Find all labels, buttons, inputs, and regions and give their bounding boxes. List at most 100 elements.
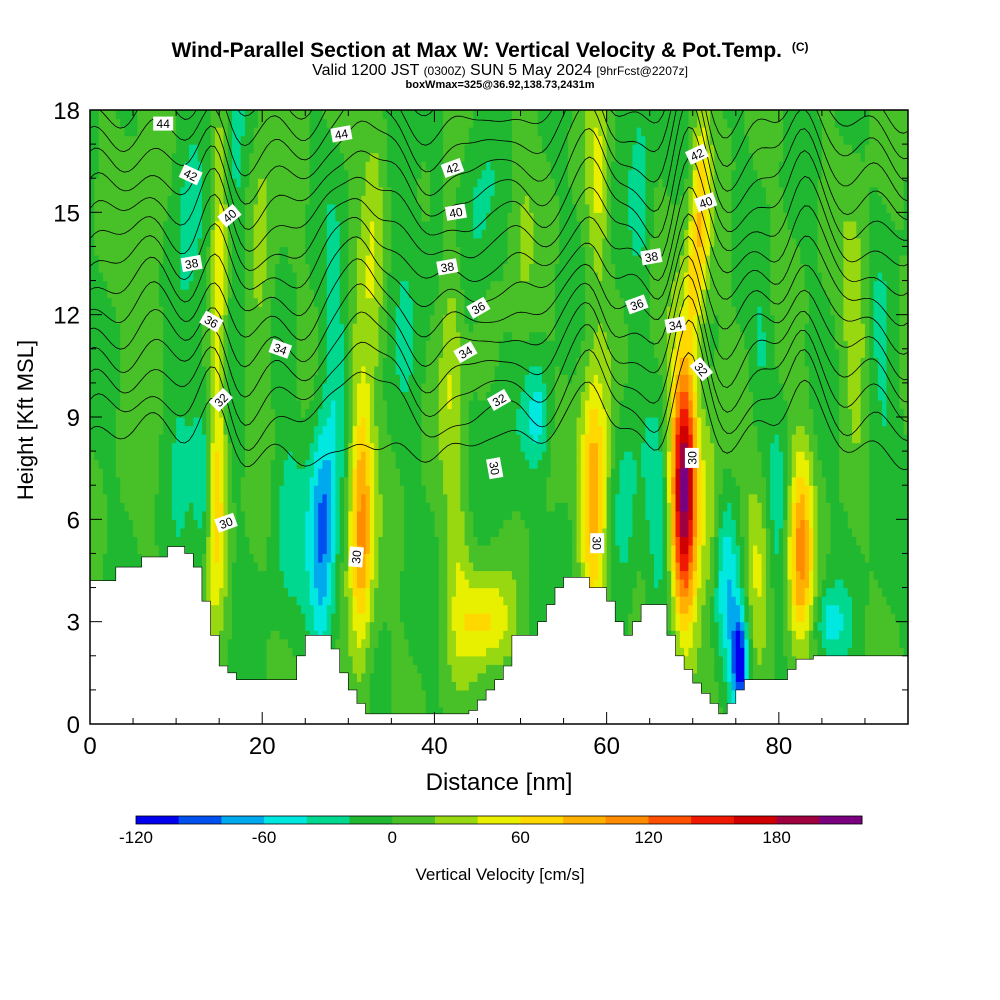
velocity-cell (232, 630, 237, 640)
velocity-cell (292, 272, 298, 282)
velocity-cell (176, 186, 182, 196)
velocity-cell (189, 135, 194, 145)
velocity-cell (154, 442, 160, 452)
velocity-cell (154, 417, 160, 427)
velocity-cell (309, 544, 315, 555)
velocity-cell (288, 587, 293, 597)
velocity-cell (167, 365, 173, 375)
velocity-cell (244, 169, 250, 179)
velocity-cell (98, 527, 104, 537)
velocity-cell (296, 110, 302, 120)
velocity-cell (339, 476, 345, 486)
velocity-cell (206, 485, 212, 495)
velocity-cell (262, 485, 268, 495)
velocity-cell (253, 169, 259, 179)
velocity-cell (180, 417, 186, 427)
velocity-cell (94, 127, 100, 137)
velocity-cell (344, 118, 349, 128)
velocity-cell (171, 374, 177, 384)
velocity-cell (356, 570, 362, 580)
velocity-cell (361, 613, 367, 623)
velocity-cell (348, 144, 354, 154)
velocity-cell (356, 527, 362, 537)
velocity-cell (378, 169, 384, 179)
velocity-cell (309, 621, 315, 631)
velocity-cell (219, 442, 225, 452)
velocity-cell (305, 621, 311, 631)
velocity-cell (120, 451, 126, 461)
velocity-cell (348, 289, 354, 299)
velocity-cell (133, 374, 138, 384)
velocity-cell (378, 621, 384, 631)
velocity-cell (335, 442, 341, 452)
velocity-cell (137, 417, 143, 427)
velocity-cell (184, 544, 190, 555)
velocity-cell (189, 425, 194, 435)
velocity-cell (313, 604, 319, 614)
velocity-cell (193, 459, 199, 469)
velocity-cell (262, 493, 268, 503)
velocity-cell (322, 391, 328, 401)
velocity-cell (176, 399, 182, 410)
velocity-cell (279, 399, 285, 410)
velocity-cell (141, 340, 147, 350)
velocity-cell (201, 186, 207, 196)
velocity-cell (107, 254, 113, 265)
velocity-cell (102, 434, 108, 444)
velocity-cell (158, 374, 164, 384)
velocity-cell (124, 408, 130, 418)
velocity-cell (275, 493, 281, 503)
velocity-cell (232, 237, 237, 248)
velocity-cell (227, 570, 233, 580)
velocity-cell (374, 672, 380, 682)
velocity-cell (223, 544, 229, 555)
velocity-cell (253, 425, 259, 435)
velocity-cell (227, 655, 233, 665)
velocity-cell (115, 186, 121, 196)
velocity-cell (283, 502, 289, 512)
velocity-cell (137, 510, 143, 520)
velocity-cell (189, 476, 194, 486)
velocity-cell (150, 544, 156, 555)
velocity-cell (214, 476, 220, 486)
velocity-cell (382, 689, 388, 700)
velocity-cell (240, 664, 246, 674)
velocity-cell (176, 135, 182, 145)
velocity-cell (279, 502, 285, 512)
velocity-cell (102, 254, 108, 265)
velocity-cell (313, 476, 319, 486)
velocity-cell (145, 289, 151, 299)
velocity-cell (257, 399, 263, 410)
velocity-cell (296, 434, 302, 444)
velocity-cell (150, 237, 156, 248)
velocity-cell (322, 152, 328, 162)
velocity-cell (266, 425, 272, 435)
velocity-cell (365, 254, 371, 265)
velocity-cell (270, 604, 276, 614)
velocity-cell (339, 237, 345, 248)
velocity-cell (227, 399, 233, 410)
velocity-cell (219, 417, 225, 427)
velocity-cell (111, 237, 117, 248)
velocity-cell (344, 340, 349, 350)
velocity-cell (257, 306, 263, 316)
velocity-cell (326, 220, 332, 230)
velocity-cell (163, 425, 169, 435)
velocity-cell (339, 186, 345, 196)
velocity-cell (339, 306, 345, 316)
velocity-cell (331, 544, 336, 555)
velocity-cell (283, 382, 289, 393)
velocity-cell (210, 220, 216, 230)
velocity-cell (262, 178, 268, 188)
velocity-cell (120, 178, 126, 188)
velocity-cell (361, 425, 367, 435)
velocity-cell (137, 502, 143, 512)
velocity-cell (232, 135, 237, 145)
velocity-cell (318, 434, 324, 444)
velocity-cell (270, 493, 276, 503)
velocity-cell (154, 246, 160, 256)
velocity-cell (240, 229, 246, 239)
velocity-cell (120, 272, 126, 282)
velocity-cell (344, 527, 349, 537)
velocity-cell (365, 664, 371, 674)
